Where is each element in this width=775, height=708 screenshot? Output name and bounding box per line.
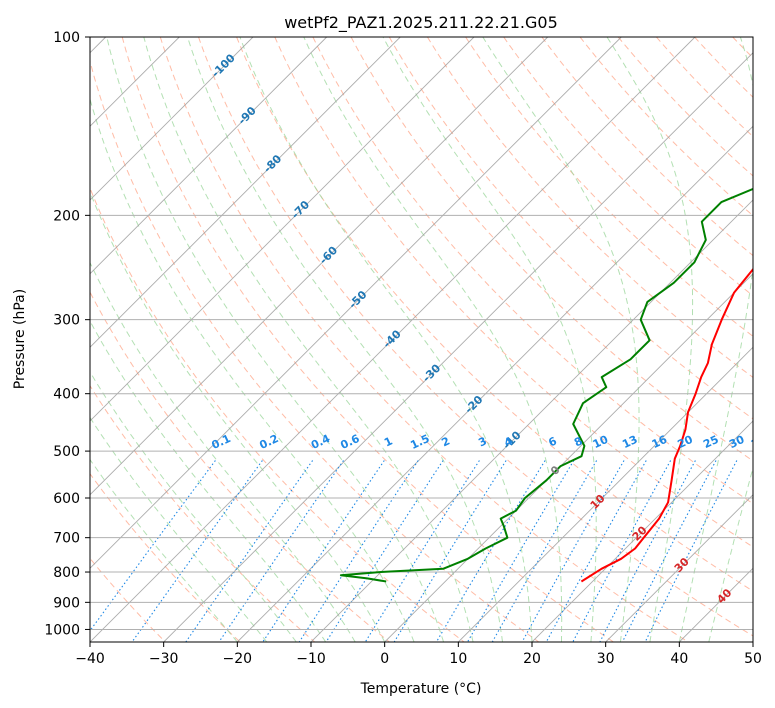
x-tick-label: −40: [75, 651, 105, 667]
mixing-ratio-line: [131, 460, 263, 642]
x-tick-label: 40: [670, 651, 688, 667]
mixing-ratio-line: [491, 460, 598, 642]
moist-adiabat: [303, 37, 563, 642]
x-tick-label: −20: [223, 651, 253, 667]
mixing-ratio-line: [325, 460, 444, 642]
mixing-ratio-line: [572, 460, 672, 642]
dry-adiabat: [312, 37, 753, 505]
mixing-ratio-line: [545, 460, 647, 642]
profiles: [339, 187, 753, 583]
x-tick-label: 10: [449, 651, 467, 667]
isotherm-line: [457, 346, 753, 642]
isotherm-line: [90, 37, 475, 422]
dry-adiabat: [121, 37, 614, 642]
dry-adiabat: [579, 37, 753, 217]
moist-adiabat: [90, 320, 327, 642]
mixing-ratio-label: 25: [701, 433, 720, 451]
y-tick-label: 100: [53, 30, 80, 46]
dry-adiabat: [350, 37, 753, 462]
mixing-ratio-line: [435, 460, 546, 642]
mixing-ratio-line: [521, 460, 625, 642]
dry-adiabat: [236, 37, 753, 592]
x-tick-label: −10: [296, 651, 326, 667]
plot-frame: [89, 36, 754, 643]
moist-adiabat: [239, 37, 533, 642]
chart-title: wetPf2_PAZ1.2025.211.22.21.G05: [284, 13, 558, 33]
dry-adiabat: [426, 37, 753, 378]
dry-adiabat: [274, 37, 753, 548]
dry-adiabat: [90, 59, 540, 642]
isotherm-line: [605, 494, 753, 642]
x-tick-label: −30: [149, 651, 179, 667]
x-tick-label: 0: [380, 651, 389, 667]
y-tick-label: 500: [53, 444, 80, 460]
moist-adiabat: [143, 37, 474, 642]
plot-background: [90, 37, 753, 642]
isotherm-line: [752, 641, 753, 642]
mixing-ratio-label: 13: [620, 433, 639, 451]
isotherm-line: [236, 125, 753, 642]
x-tick-label: 30: [597, 651, 615, 667]
mixing-ratio-label: 30: [727, 433, 747, 451]
moist-adiabat: [90, 416, 268, 642]
y-axis: 100 200 300 400 500 600 700 800 900 1000: [44, 30, 90, 638]
background-lines: [90, 37, 775, 642]
y-tick-label: 400: [53, 387, 80, 403]
moist-adiabat: [90, 190, 386, 642]
y-tick-label: 200: [53, 208, 80, 224]
isotherm-line: [384, 273, 753, 642]
temperature-profile: [580, 267, 753, 583]
moist-adiabat: [187, 37, 503, 642]
moist-adiabat: [482, 37, 640, 642]
moist-adiabat: [90, 261, 356, 642]
isotherm-line: [90, 37, 328, 275]
mixing-ratio-line: [262, 460, 385, 642]
dewpoint-profile: [339, 187, 753, 583]
isotherm-line: [163, 52, 753, 642]
moist-adiabat: [90, 458, 238, 642]
dry-adiabat: [90, 291, 390, 642]
isotherm-line: [90, 37, 622, 569]
mixing-ratio-line: [90, 460, 216, 632]
mixing-ratio-line: [218, 460, 344, 642]
isotherm-line: [90, 37, 254, 201]
moist-adiabat: [678, 37, 753, 642]
y-tick-label: 300: [53, 313, 80, 329]
dry-adiabat: [541, 37, 753, 257]
moist-adiabat: [382, 37, 597, 642]
y-tick-label: 800: [53, 565, 80, 581]
isotherm-line: [90, 37, 549, 496]
mixing-ratio-line: [298, 460, 419, 642]
mixing-ratio-label: 20: [676, 433, 696, 451]
y-tick-label: 1000: [44, 622, 80, 638]
y-axis-title: Pressure (hPa): [12, 289, 28, 389]
moist-adiabat: [606, 37, 694, 642]
dry-adiabat: [159, 37, 689, 642]
isotherm-line: [90, 37, 696, 642]
x-tick-label: 20: [523, 651, 541, 667]
mixing-ratio-line: [185, 460, 314, 642]
dry-adiabat: [771, 37, 775, 642]
y-tick-label: 600: [53, 491, 80, 507]
dry-adiabat: [90, 186, 465, 642]
mixing-ratio-label: 10: [591, 433, 611, 451]
y-tick-label: 700: [53, 531, 80, 547]
moist-adiabat: [106, 37, 445, 642]
moist-adiabat: [708, 465, 753, 642]
dry-adiabat: [198, 37, 753, 637]
isotherm-line: [531, 420, 753, 642]
isotherm-line: [90, 37, 401, 348]
mixing-ratio-label: 36: [749, 433, 769, 451]
x-axis-title: Temperature (°C): [360, 681, 482, 697]
mixing-ratio-label: 16: [650, 433, 670, 451]
y-tick-label: 900: [53, 595, 80, 611]
moist-adiabat: [90, 370, 297, 642]
isotherm-line: [310, 199, 753, 642]
x-tick-label: 50: [744, 651, 762, 667]
x-axis: −40 −30 −20 −10 0 10 20 30 40 50: [75, 642, 762, 667]
